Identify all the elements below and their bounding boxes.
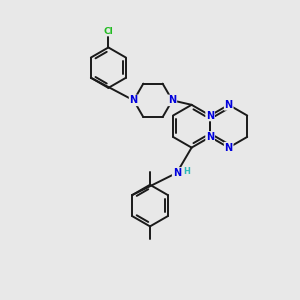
Text: N: N [168,95,176,105]
Text: N: N [225,142,233,153]
Text: N: N [225,100,233,110]
Text: N: N [206,110,214,121]
Text: N: N [206,132,214,142]
Text: N: N [130,95,138,105]
Text: Cl: Cl [103,27,113,36]
Text: H: H [183,167,190,176]
Text: N: N [173,168,181,178]
